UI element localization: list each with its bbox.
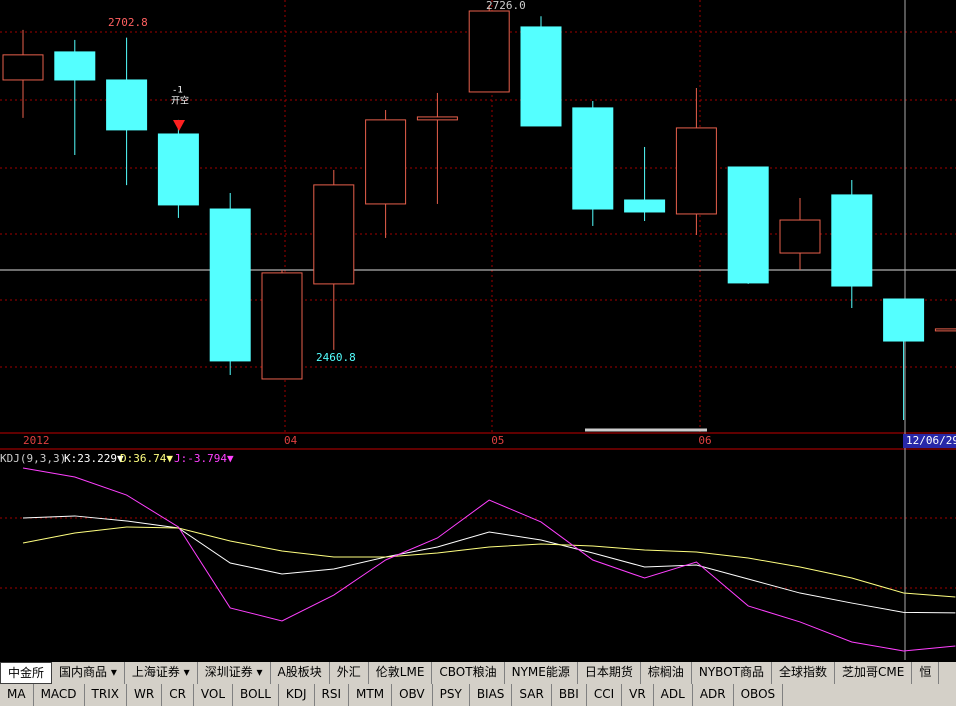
tab[interactable]: ADR bbox=[693, 684, 734, 706]
tab[interactable]: 棕榈油 bbox=[641, 662, 692, 684]
tab[interactable]: TRIX bbox=[85, 684, 127, 706]
tab[interactable]: BBI bbox=[552, 684, 587, 706]
tab[interactable]: 恒 bbox=[912, 662, 940, 684]
indicator-tabs: MA MACD TRIX WR CR VOL BOLL KDJ RSI MTM OBV PSY BIAS… bbox=[0, 684, 956, 706]
kdj-k: K:23.229▼ bbox=[64, 452, 124, 465]
kdj-j: J:-3.794▼ bbox=[174, 452, 234, 465]
candle-body bbox=[209, 208, 251, 362]
candle-body bbox=[106, 79, 148, 131]
candle-body bbox=[2, 54, 44, 81]
candle-body bbox=[934, 328, 956, 332]
x-tick-label: 2012 bbox=[23, 434, 50, 447]
candle-body bbox=[54, 51, 96, 81]
x-tick-label: 06 bbox=[698, 434, 711, 447]
chart: KDJ(9,3,3) K:23.229▼ D:36.74▼ J:-3.794▼ … bbox=[0, 0, 956, 660]
x-tick-label: 04 bbox=[284, 434, 298, 447]
kdj-line bbox=[22, 467, 956, 652]
tab[interactable]: VR bbox=[622, 684, 654, 706]
tab[interactable]: 上海证券 ▾ bbox=[125, 662, 198, 684]
tab[interactable]: 外汇 bbox=[330, 662, 369, 684]
tab[interactable]: BOLL bbox=[233, 684, 279, 706]
annotation: 2726.0 bbox=[486, 0, 526, 12]
kdj-line bbox=[22, 515, 956, 614]
candle-body bbox=[624, 199, 666, 213]
kdj-line bbox=[22, 526, 956, 598]
tab[interactable]: VOL bbox=[194, 684, 234, 706]
candle-body bbox=[727, 166, 769, 284]
x-tick-label: 12/06/29 bbox=[906, 434, 956, 447]
tab[interactable]: KDJ bbox=[279, 684, 315, 706]
market-tabs: 中金所 国内商品 ▾ 上海证券 ▾ 深圳证券 ▾ A股板块 外汇 伦敦LME CBOT粮油 NY… bbox=[0, 662, 956, 684]
tab[interactable]: PSY bbox=[433, 684, 470, 706]
candle-body bbox=[831, 194, 873, 287]
annotation: -1 bbox=[172, 86, 183, 96]
tab[interactable]: CR bbox=[162, 684, 194, 706]
candle-body bbox=[779, 219, 821, 254]
tab[interactable]: SAR bbox=[512, 684, 552, 706]
kdj-title: KDJ(9,3,3) bbox=[0, 452, 66, 465]
signal-arrow bbox=[173, 120, 185, 131]
annotation: 2702.8 bbox=[108, 16, 148, 29]
candle-body bbox=[883, 298, 925, 342]
tab[interactable]: NYBOT商品 bbox=[692, 662, 772, 684]
candle-body bbox=[365, 119, 407, 205]
tab[interactable]: ADL bbox=[654, 684, 693, 706]
tab[interactable]: CBOT粮油 bbox=[432, 662, 505, 684]
tab[interactable]: 国内商品 ▾ bbox=[52, 662, 125, 684]
tab[interactable]: OBV bbox=[392, 684, 433, 706]
candle-body bbox=[157, 133, 199, 206]
tab[interactable]: 伦敦LME bbox=[369, 662, 433, 684]
candle-body bbox=[261, 272, 303, 380]
candle-body bbox=[572, 107, 614, 210]
tab[interactable]: MACD bbox=[34, 684, 85, 706]
tab[interactable]: RSI bbox=[315, 684, 350, 706]
tab[interactable]: WR bbox=[127, 684, 163, 706]
tab[interactable]: 深圳证券 ▾ bbox=[198, 662, 271, 684]
date-highlight bbox=[903, 434, 956, 448]
tab[interactable]: 芝加哥CME bbox=[835, 662, 913, 684]
candle-body bbox=[675, 127, 717, 215]
candle-body bbox=[313, 184, 355, 285]
annotation: 2460.8 bbox=[316, 351, 356, 364]
tab[interactable]: CCI bbox=[587, 684, 623, 706]
kdj-d: D:36.74▼ bbox=[120, 452, 173, 465]
tab[interactable]: A股板块 bbox=[271, 662, 330, 684]
annotation: 开空 bbox=[171, 95, 189, 107]
tab[interactable]: MA bbox=[0, 684, 34, 706]
x-tick-label: 05 bbox=[491, 434, 504, 447]
tab[interactable]: NYME能源 bbox=[505, 662, 578, 684]
tab[interactable]: 全球指数 bbox=[772, 662, 835, 684]
tab[interactable]: BIAS bbox=[470, 684, 513, 706]
tab[interactable]: MTM bbox=[349, 684, 393, 706]
candle-body bbox=[520, 26, 562, 127]
tab[interactable]: OBOS bbox=[734, 684, 784, 706]
candle-body bbox=[468, 10, 510, 93]
tab[interactable]: 中金所 bbox=[0, 662, 53, 684]
tab[interactable]: 日本期货 bbox=[578, 662, 641, 684]
candle-body bbox=[416, 116, 458, 121]
